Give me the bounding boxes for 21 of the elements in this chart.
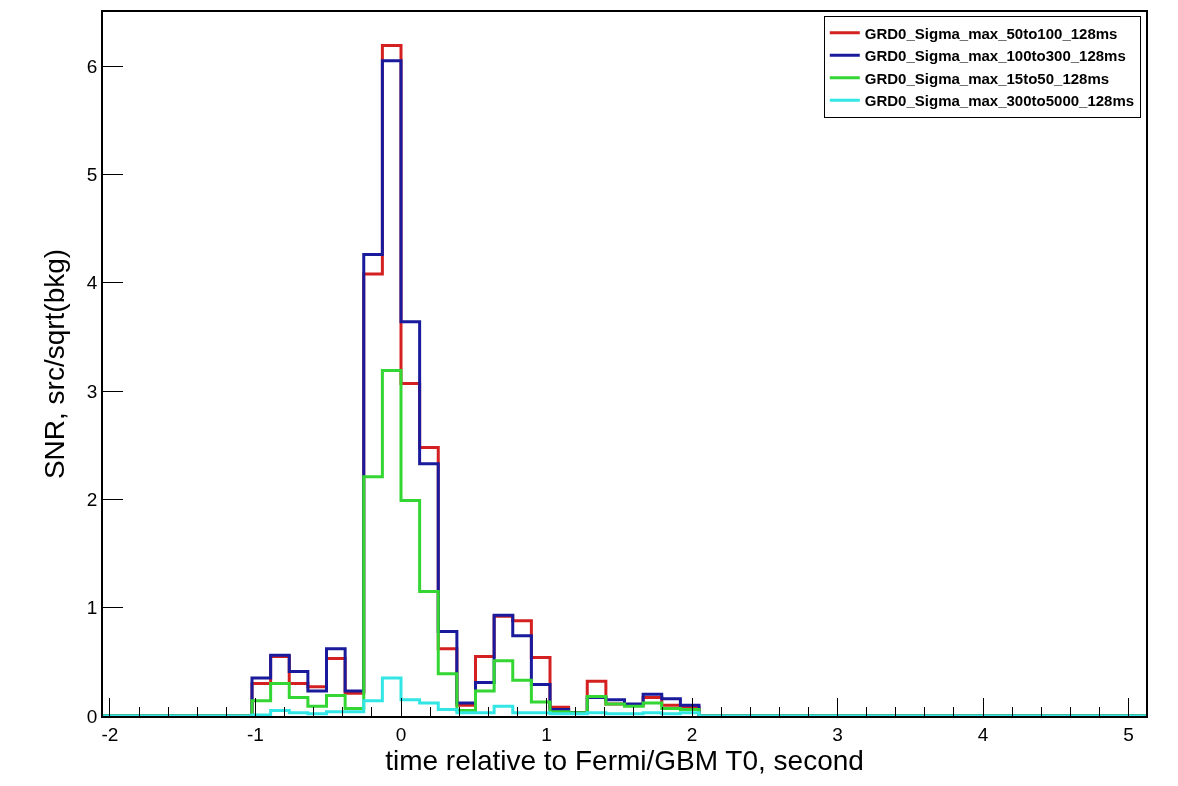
y-tick-label: 3 <box>86 380 98 402</box>
y-tick-label: 5 <box>86 164 98 186</box>
y-tick-label: 6 <box>86 55 98 77</box>
legend-label: GRD0_Sigma_max_15to50_128ms <box>864 69 1110 87</box>
y-tick-label: 4 <box>86 272 98 294</box>
x-tick-label: 1 <box>541 723 552 745</box>
x-axis-title: time relative to Fermi/GBM T0, second <box>385 744 864 776</box>
x-tick-label: -1 <box>247 723 264 745</box>
legend-label: GRD0_Sigma_max_100to300_128ms <box>864 47 1126 65</box>
y-tick-label: 2 <box>86 489 98 511</box>
y-tick-label: 0 <box>86 705 98 727</box>
legend-label: GRD0_Sigma_max_300to5000_128ms <box>864 92 1135 110</box>
x-tick-label: 0 <box>395 723 407 745</box>
y-tick-label: 1 <box>86 597 98 619</box>
legend-label: GRD0_Sigma_max_50to100_128ms <box>864 24 1118 42</box>
x-tick-label: 3 <box>832 723 843 745</box>
y-axis-title: SNR, src/sqrt(bkg) <box>39 248 71 480</box>
x-tick-label: 5 <box>1123 723 1134 745</box>
x-tick-label: 4 <box>977 723 989 745</box>
x-tick-label: 2 <box>686 723 698 745</box>
x-tick-label: -2 <box>101 723 119 745</box>
